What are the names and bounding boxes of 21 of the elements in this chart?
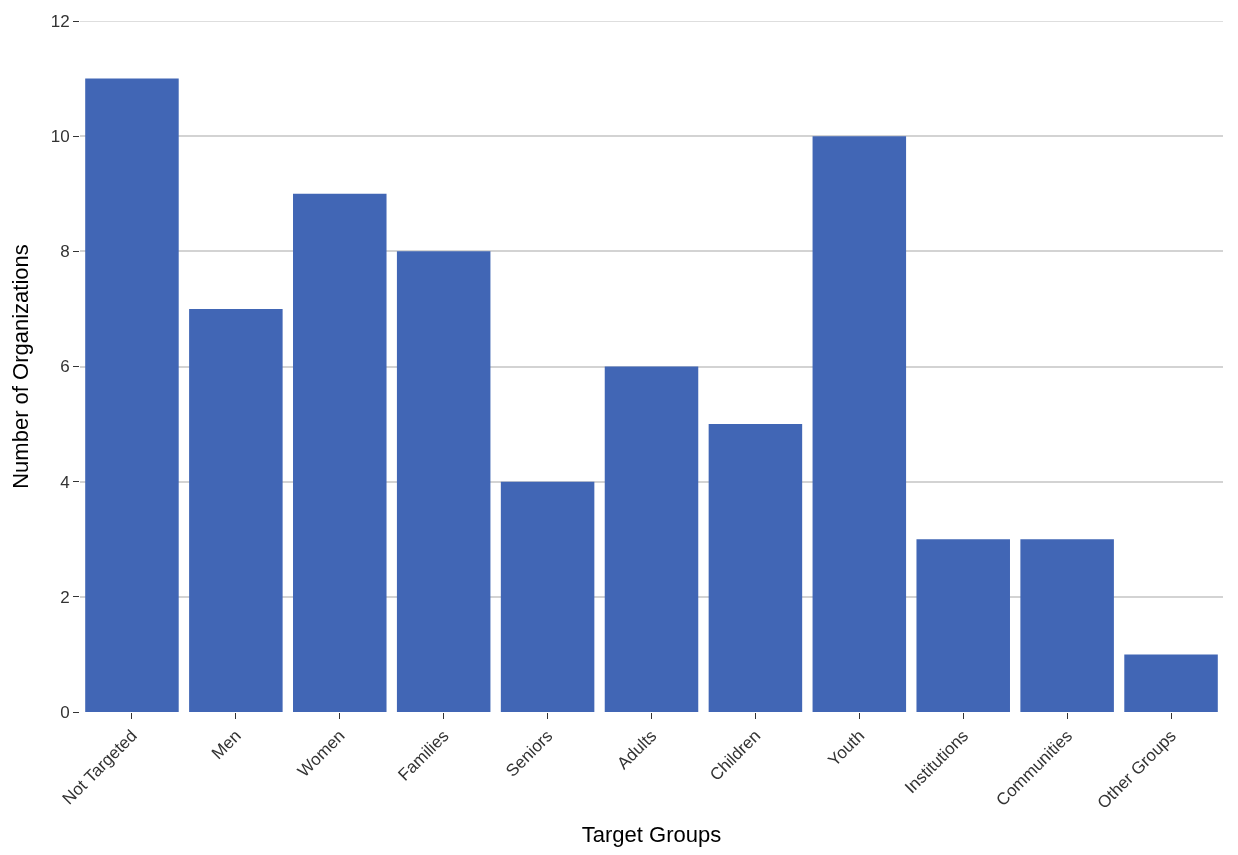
bar — [604, 366, 699, 712]
y-axis-title: Number of Organizations — [8, 244, 34, 489]
bar — [85, 78, 179, 712]
bar — [189, 308, 283, 712]
x-tick-label: Men — [207, 726, 245, 764]
y-tick-label: 4 — [60, 472, 70, 492]
bar — [708, 424, 803, 712]
bar — [916, 539, 1010, 712]
y-tick-label: 2 — [60, 587, 70, 607]
y-tick-label: 6 — [60, 357, 70, 377]
y-tick-label: 8 — [60, 242, 70, 262]
y-tick-label: 12 — [50, 11, 70, 31]
bar — [396, 251, 491, 712]
bar — [1020, 539, 1114, 712]
y-tick-label: 0 — [60, 702, 70, 722]
y-tick-label: 10 — [50, 127, 70, 147]
bar — [500, 481, 595, 712]
x-axis-title: Target Groups — [581, 822, 722, 848]
bar — [293, 193, 387, 712]
bar — [1124, 654, 1218, 712]
bar — [812, 136, 907, 712]
